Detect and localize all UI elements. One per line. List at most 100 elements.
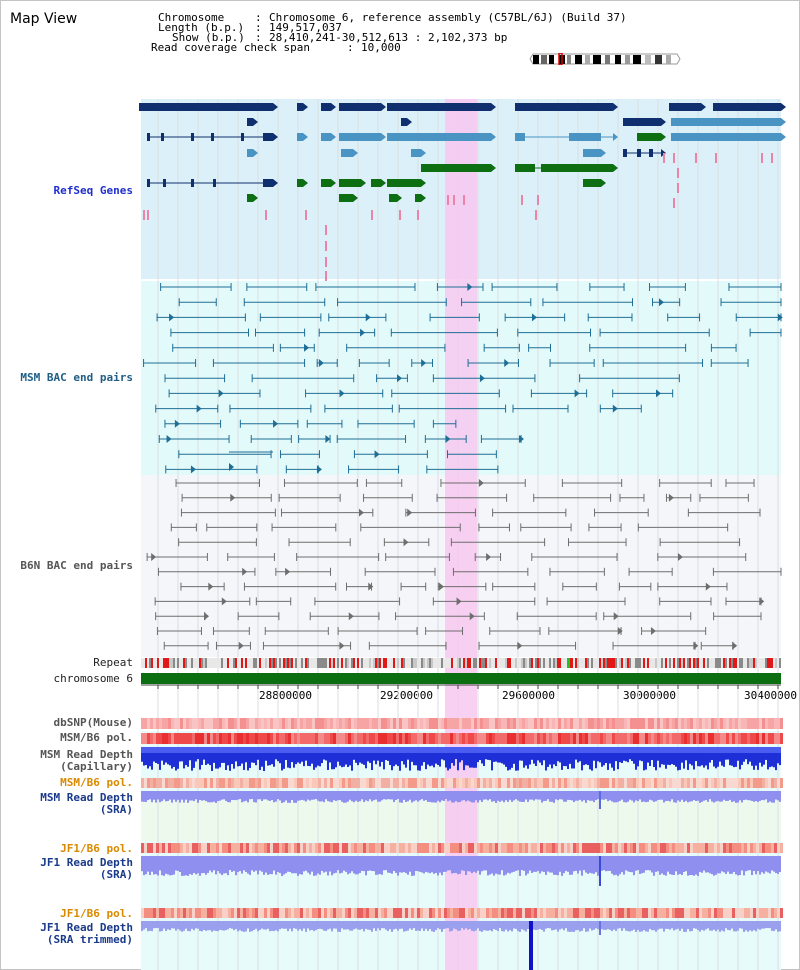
repeat-segment xyxy=(415,658,417,668)
msm-bac-arrow xyxy=(169,313,175,322)
heat-cell xyxy=(333,733,336,744)
heat-cell xyxy=(762,718,765,729)
heat-cell xyxy=(141,908,144,918)
depth-bar xyxy=(341,791,343,802)
jf1-b6-pol-label-1[interactable]: JF1/B6 pol. xyxy=(60,842,133,855)
depth-bar xyxy=(187,856,189,876)
length-label: Length (b.p.) xyxy=(158,21,245,34)
refseq-genes-label[interactable]: RefSeq Genes xyxy=(53,184,133,197)
heat-cell xyxy=(231,843,234,853)
msm-read-depth-capillary-label[interactable]: MSM Read Depth (Capillary) xyxy=(40,748,133,773)
depth-bar xyxy=(257,921,259,932)
repeat-segment xyxy=(721,658,723,668)
depth-bar xyxy=(283,921,285,929)
heat-cell xyxy=(195,733,198,744)
depth-bar xyxy=(253,791,255,803)
capillary-depth-top xyxy=(669,747,671,753)
chromosome-ideogram[interactable] xyxy=(529,53,681,65)
msm-b6-pol-label-1[interactable]: MSM/B6 pol. xyxy=(60,731,133,744)
heat-cell xyxy=(285,778,288,788)
heat-cell xyxy=(369,778,372,788)
depth-bar xyxy=(311,856,313,872)
depth-bar xyxy=(215,791,217,803)
gene-exon xyxy=(515,164,535,172)
repeat-segment xyxy=(391,658,393,668)
heat-cell xyxy=(306,718,309,729)
jf1-read-depth-sra-label[interactable]: JF1 Read Depth (SRA) xyxy=(40,856,133,881)
msm-bac-end-pairs-label[interactable]: MSM BAC end pairs xyxy=(20,371,133,384)
chromosome-track-label[interactable]: chromosome 6 xyxy=(53,672,133,685)
capillary-depth-top xyxy=(247,747,249,753)
dbsnp-label[interactable]: dbSNP(Mouse) xyxy=(53,716,133,729)
depth-bar xyxy=(541,856,543,872)
depth-bar xyxy=(165,791,167,802)
depth-bar xyxy=(253,856,255,872)
repeat-segment xyxy=(323,658,325,668)
depth-bar xyxy=(663,791,665,803)
heat-cell xyxy=(678,718,681,729)
depth-bar xyxy=(711,791,713,802)
depth-bar xyxy=(497,791,499,801)
depth-bar xyxy=(381,791,383,801)
heat-cell xyxy=(741,908,744,918)
jf1-b6-pol-label-2[interactable]: JF1/B6 pol. xyxy=(60,907,133,920)
heat-cell xyxy=(318,908,321,918)
gene-marker xyxy=(305,210,307,220)
depth-bar xyxy=(235,856,237,876)
capillary-depth-bar xyxy=(499,747,501,763)
capillary-depth-bar xyxy=(321,747,323,764)
heat-cell xyxy=(633,908,636,918)
depth-bar xyxy=(443,856,445,872)
depth-bar xyxy=(291,856,293,874)
depth-bar xyxy=(569,791,571,801)
depth-bar xyxy=(413,856,415,876)
depth-bar xyxy=(353,791,355,803)
capillary-depth-bar xyxy=(409,747,411,771)
b6n-bac-end-pairs-label[interactable]: B6N BAC end pairs xyxy=(20,559,133,572)
capillary-depth-top xyxy=(401,747,403,753)
msm-read-depth-sra-label[interactable]: MSM Read Depth (SRA) xyxy=(40,791,133,816)
jf1-read-depth-sra-trimmed-label[interactable]: JF1 Read Depth (SRA trimmed) xyxy=(40,921,133,946)
heat-cell xyxy=(357,843,360,853)
depth-bar xyxy=(427,791,429,802)
capillary-depth-top xyxy=(703,747,705,753)
depth-bar xyxy=(247,921,249,929)
capillary-depth-top xyxy=(201,747,203,753)
heat-cell xyxy=(747,908,750,918)
depth-bar xyxy=(207,921,209,931)
repeat-label[interactable]: Repeat xyxy=(93,656,133,669)
heat-cell xyxy=(729,733,732,744)
heat-cell xyxy=(219,718,222,729)
depth-bar xyxy=(531,791,533,800)
capillary-depth-bar xyxy=(469,747,471,768)
capillary-depth-top xyxy=(241,747,243,753)
heat-cell xyxy=(240,843,243,853)
repeat-segment xyxy=(769,658,771,668)
depth-bar xyxy=(519,921,521,932)
heat-cell xyxy=(372,733,375,744)
heat-cell xyxy=(519,908,522,918)
capillary-depth-bar xyxy=(637,747,639,767)
heat-cell xyxy=(378,843,381,853)
heat-cell xyxy=(648,718,651,729)
depth-bar xyxy=(413,921,415,929)
gene-exon xyxy=(297,133,303,141)
msm-b6-pol-label-2[interactable]: MSM/B6 pol. xyxy=(60,776,133,789)
heat-cell xyxy=(330,843,333,853)
depth-bar xyxy=(581,921,583,931)
capillary-depth-bar xyxy=(267,747,269,766)
heat-cell xyxy=(546,778,549,788)
heat-cell xyxy=(714,778,717,788)
heat-cell xyxy=(717,718,720,729)
heat-cell xyxy=(555,908,558,918)
heat-cell xyxy=(513,718,516,729)
capillary-depth-bar xyxy=(413,747,415,766)
capillary-depth-top xyxy=(567,747,569,753)
repeat-segment xyxy=(197,658,199,668)
heat-cell xyxy=(588,778,591,788)
repeat-segment xyxy=(597,658,599,668)
depth-bar xyxy=(219,921,221,930)
repeat-segment xyxy=(627,658,629,668)
repeat-segment xyxy=(457,658,459,668)
